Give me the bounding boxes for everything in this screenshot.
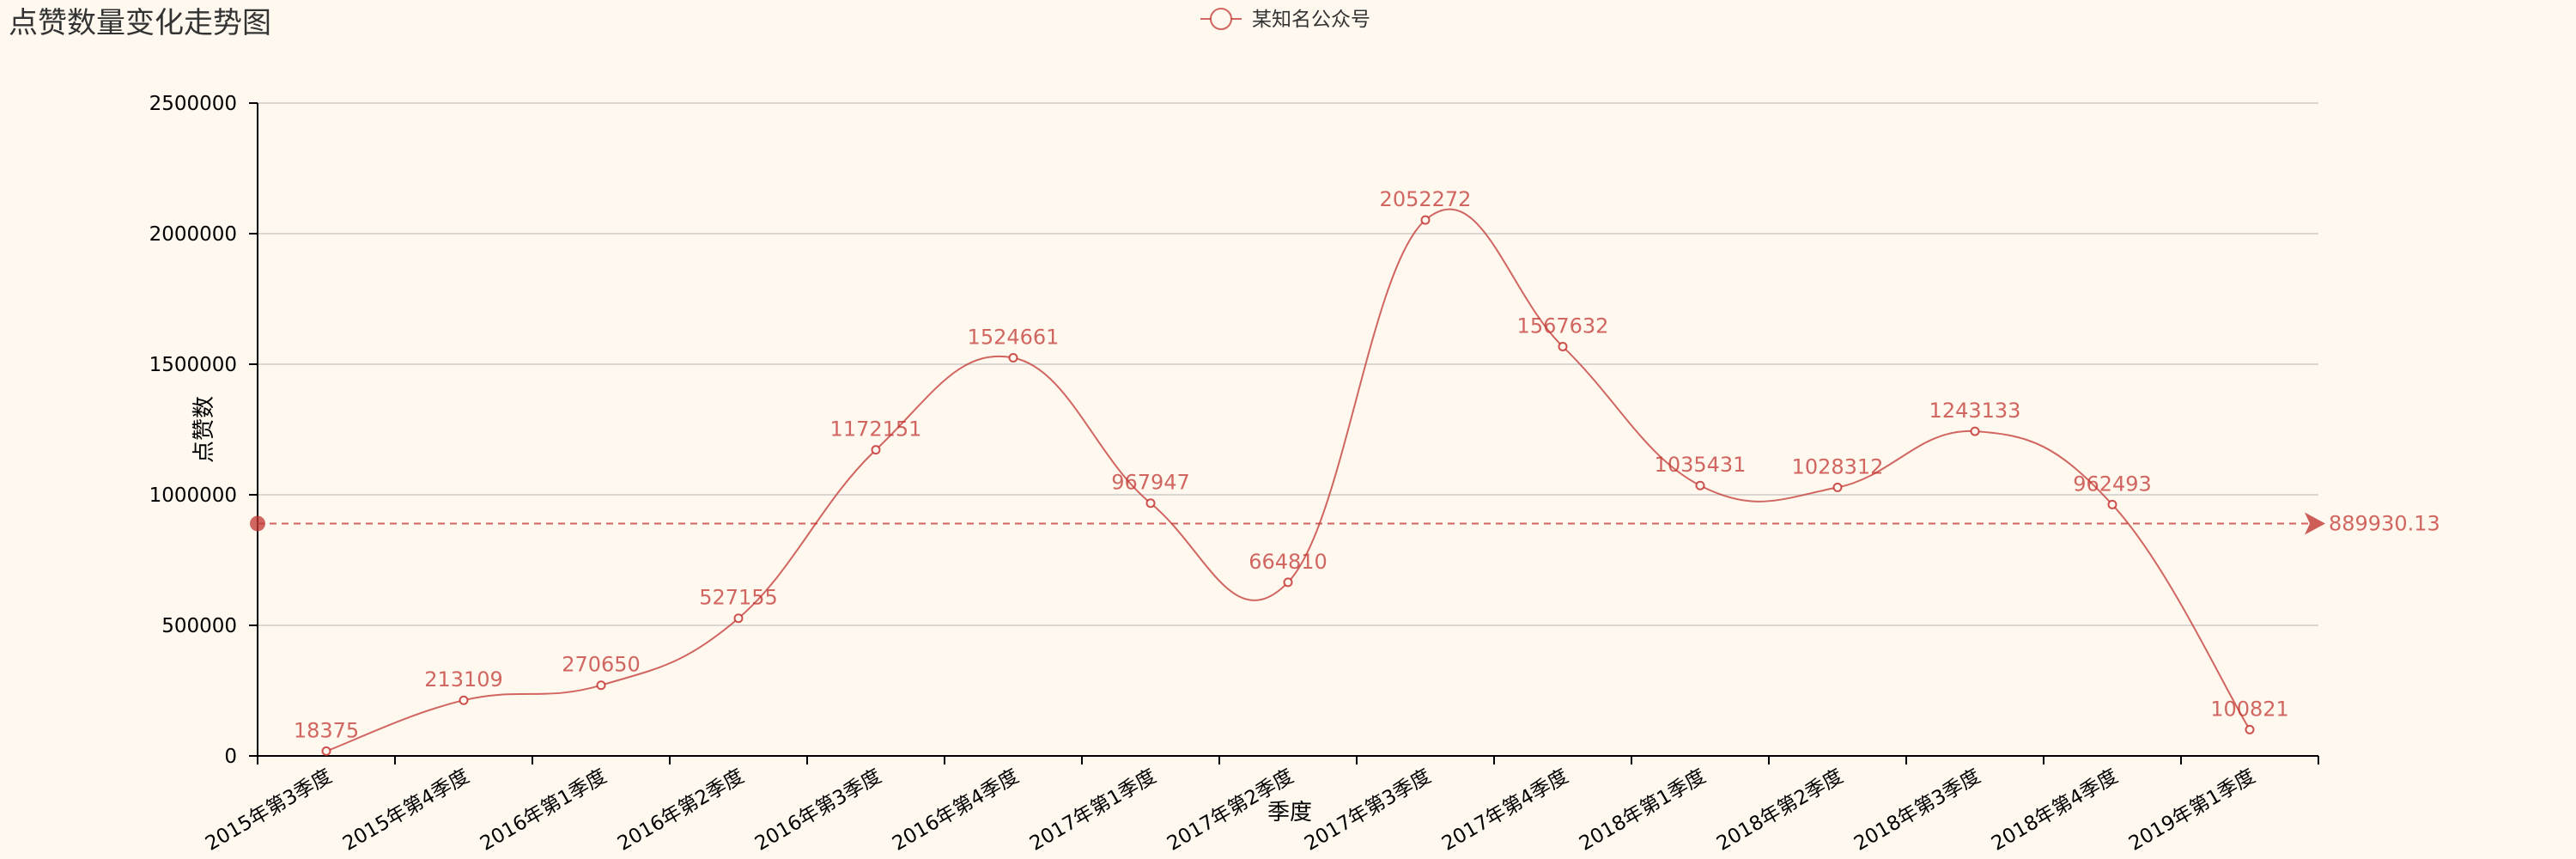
x-tick-label: 2018年第4季度 [1988, 765, 2122, 856]
y-tick-label: 1500000 [149, 354, 237, 376]
data-label: 1524661 [968, 326, 1060, 350]
data-label: 2052272 [1380, 187, 1472, 211]
data-point [1420, 215, 1431, 225]
data-label: 1243133 [1929, 399, 2021, 423]
x-axis-label: 季度 [1267, 800, 1312, 825]
data-label: 213109 [424, 667, 503, 691]
data-point [871, 445, 881, 455]
y-tick-label: 500000 [161, 615, 237, 637]
x-tick-label: 2016年第1季度 [477, 765, 611, 856]
data-label: 967947 [1111, 471, 1190, 495]
y-tick-label: 0 [224, 746, 237, 768]
x-tick-label: 2017年第1季度 [1026, 765, 1160, 856]
chart-title: 点赞数量变化走势图 [9, 6, 271, 40]
data-point [1558, 341, 1568, 351]
series-line [325, 208, 2251, 752]
data-label: 1567632 [1517, 314, 1609, 338]
data-point [596, 680, 606, 691]
data-point [1970, 426, 1980, 436]
data-labels: 18375 213109 270650 527155 1172151 1524661 967… [294, 187, 2289, 742]
data-point [1145, 498, 1156, 509]
data-label: 18375 [294, 718, 359, 742]
x-tick-label: 2018年第2季度 [1713, 765, 1847, 856]
x-tick-label: 2016年第3季度 [751, 765, 885, 856]
legend-label: 某知名公众号 [1252, 9, 1370, 31]
x-tick-label: 2018年第3季度 [1850, 765, 1984, 856]
data-point [321, 746, 331, 756]
data-point [1695, 480, 1705, 490]
data-point [1008, 353, 1018, 363]
y-tick-label: 1000000 [149, 484, 237, 507]
grid [258, 102, 2318, 626]
x-tick-label: 2019年第1季度 [2125, 765, 2259, 856]
data-point [2107, 499, 2117, 509]
average-mark-line: 889930.13 [250, 511, 2440, 535]
x-tick-label: 2018年第1季度 [1576, 765, 1710, 856]
data-label: 527155 [699, 586, 778, 610]
data-label: 270650 [562, 653, 641, 677]
data-point [2245, 724, 2255, 734]
data-point [1832, 482, 1843, 492]
y-axis-label: 点赞数 [191, 396, 217, 463]
data-label: 100821 [2210, 697, 2289, 721]
x-tick-label: 2017年第3季度 [1301, 765, 1435, 856]
series-likes [321, 208, 2255, 756]
x-tick-label: 2016年第2季度 [614, 765, 748, 856]
legend[interactable]: 某知名公众号 [1200, 8, 1370, 31]
x-tick-label: 2017年第4季度 [1438, 765, 1572, 856]
mark-line-label: 889930.13 [2329, 511, 2440, 535]
data-point [733, 613, 744, 624]
x-tick-label: 2015年第4季度 [339, 765, 473, 856]
x-tick-label: 2015年第3季度 [202, 765, 336, 856]
y-tick-label: 2000000 [149, 223, 237, 246]
x-tick-label: 2016年第4季度 [889, 765, 1023, 856]
data-label: 664810 [1249, 550, 1327, 574]
x-axis: 2015年第3季度 2015年第4季度 2016年第1季度 2016年第2季度 2016… [202, 755, 2319, 856]
y-tick-label: 2500000 [149, 93, 237, 115]
data-label: 1172151 [830, 417, 922, 442]
mark-line-arrow-icon [2305, 512, 2325, 535]
y-axis: 0 500000 1000000 1500000 2000000 2500000 [149, 93, 258, 768]
data-label: 1028312 [1792, 454, 1884, 478]
data-label: 1035431 [1655, 453, 1747, 477]
data-point [459, 695, 469, 705]
mark-line-start-dot [250, 515, 265, 532]
data-label: 962493 [2073, 472, 2152, 496]
data-point [1283, 577, 1293, 588]
legend-marker-icon [1210, 8, 1232, 30]
